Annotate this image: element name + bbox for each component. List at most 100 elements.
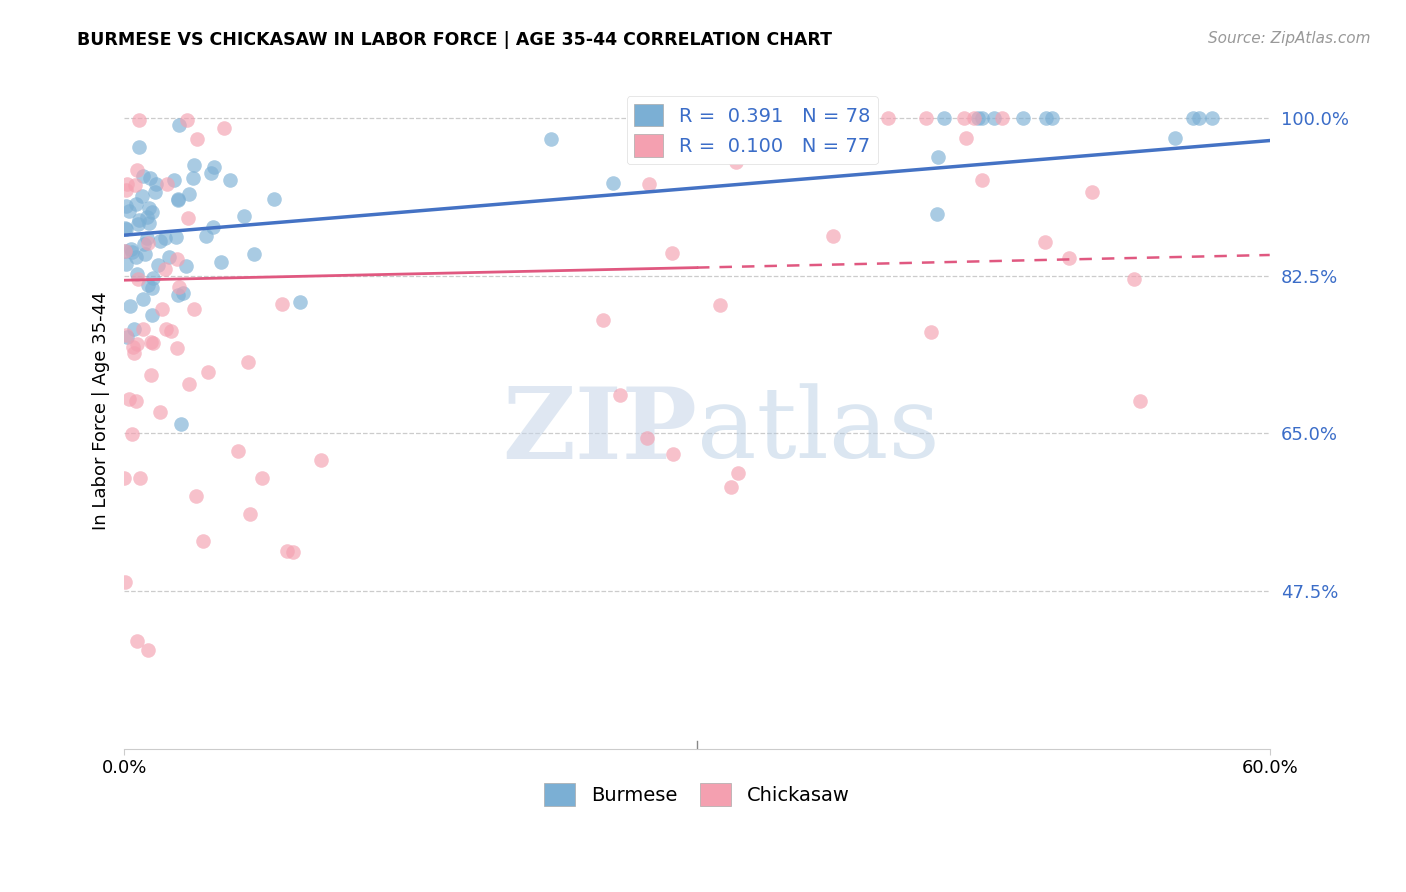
- Point: [167, 280, 190, 294]
- Point: [128, 212, 150, 227]
- Point: [132, 292, 155, 306]
- Point: [167, 192, 190, 206]
- Point: [159, 324, 181, 338]
- Point: [127, 272, 149, 286]
- Point: [115, 222, 138, 236]
- Point: [184, 490, 207, 504]
- Point: [983, 111, 1005, 125]
- Point: [118, 299, 141, 313]
- Point: [166, 193, 188, 207]
- Point: [780, 111, 803, 125]
- Point: [138, 170, 160, 185]
- Point: [127, 217, 149, 231]
- Point: [132, 236, 155, 251]
- Point: [114, 183, 136, 197]
- Point: [155, 231, 177, 245]
- Point: [155, 322, 177, 336]
- Point: [176, 113, 198, 128]
- Point: [121, 427, 143, 442]
- Point: [132, 321, 155, 335]
- Point: [127, 267, 149, 281]
- Point: [972, 111, 994, 125]
- Point: [115, 329, 138, 343]
- Point: [167, 118, 190, 132]
- Point: [800, 111, 823, 125]
- Point: [218, 173, 240, 187]
- Point: [953, 111, 976, 125]
- Point: [132, 169, 155, 183]
- Point: [955, 131, 977, 145]
- Point: [112, 471, 135, 485]
- Point: [966, 111, 988, 125]
- Point: [135, 231, 157, 245]
- Point: [138, 201, 160, 215]
- Point: [115, 328, 138, 343]
- Point: [131, 189, 153, 203]
- Point: [138, 642, 160, 657]
- Text: ZIP: ZIP: [502, 383, 697, 480]
- Point: [139, 368, 162, 382]
- Legend: Burmese, Chickasaw: Burmese, Chickasaw: [536, 775, 858, 814]
- Point: [991, 111, 1014, 125]
- Point: [202, 220, 225, 235]
- Point: [661, 246, 683, 260]
- Point: [1188, 111, 1211, 125]
- Point: [122, 345, 145, 359]
- Point: [177, 211, 200, 225]
- Point: [172, 285, 194, 300]
- Point: [1035, 111, 1057, 125]
- Point: [114, 244, 136, 259]
- Point: [1129, 394, 1152, 409]
- Point: [143, 185, 166, 199]
- Point: [592, 313, 614, 327]
- Point: [720, 480, 742, 494]
- Point: [183, 171, 205, 186]
- Point: [156, 178, 179, 192]
- Point: [153, 262, 176, 277]
- Text: atlas: atlas: [697, 384, 939, 479]
- Point: [125, 197, 148, 211]
- Point: [540, 132, 562, 146]
- Point: [157, 250, 180, 264]
- Point: [142, 336, 165, 351]
- Point: [134, 247, 156, 261]
- Point: [1035, 235, 1057, 249]
- Point: [803, 137, 825, 152]
- Point: [124, 178, 146, 192]
- Point: [114, 575, 136, 590]
- Point: [602, 176, 624, 190]
- Point: [127, 163, 149, 178]
- Point: [276, 543, 298, 558]
- Point: [141, 205, 163, 219]
- Point: [117, 203, 139, 218]
- Point: [724, 155, 747, 169]
- Point: [1122, 272, 1144, 286]
- Point: [149, 234, 172, 248]
- Point: [120, 242, 142, 256]
- Point: [163, 173, 186, 187]
- Point: [250, 471, 273, 485]
- Text: BURMESE VS CHICKASAW IN LABOR FORCE | AGE 35-44 CORRELATION CHART: BURMESE VS CHICKASAW IN LABOR FORCE | AG…: [77, 31, 832, 49]
- Point: [762, 111, 785, 125]
- Point: [179, 376, 201, 391]
- Point: [127, 337, 149, 351]
- Point: [662, 447, 685, 461]
- Point: [703, 140, 725, 154]
- Point: [263, 192, 285, 206]
- Point: [129, 471, 152, 485]
- Point: [197, 366, 219, 380]
- Point: [243, 247, 266, 261]
- Point: [146, 258, 169, 272]
- Point: [174, 260, 197, 274]
- Point: [177, 187, 200, 202]
- Point: [823, 229, 845, 244]
- Point: [114, 220, 136, 235]
- Point: [772, 134, 794, 148]
- Point: [200, 165, 222, 179]
- Point: [136, 210, 159, 224]
- Y-axis label: In Labor Force | Age 35-44: In Labor Force | Age 35-44: [93, 292, 110, 530]
- Point: [927, 150, 949, 164]
- Point: [152, 301, 174, 316]
- Point: [136, 235, 159, 250]
- Point: [115, 257, 138, 271]
